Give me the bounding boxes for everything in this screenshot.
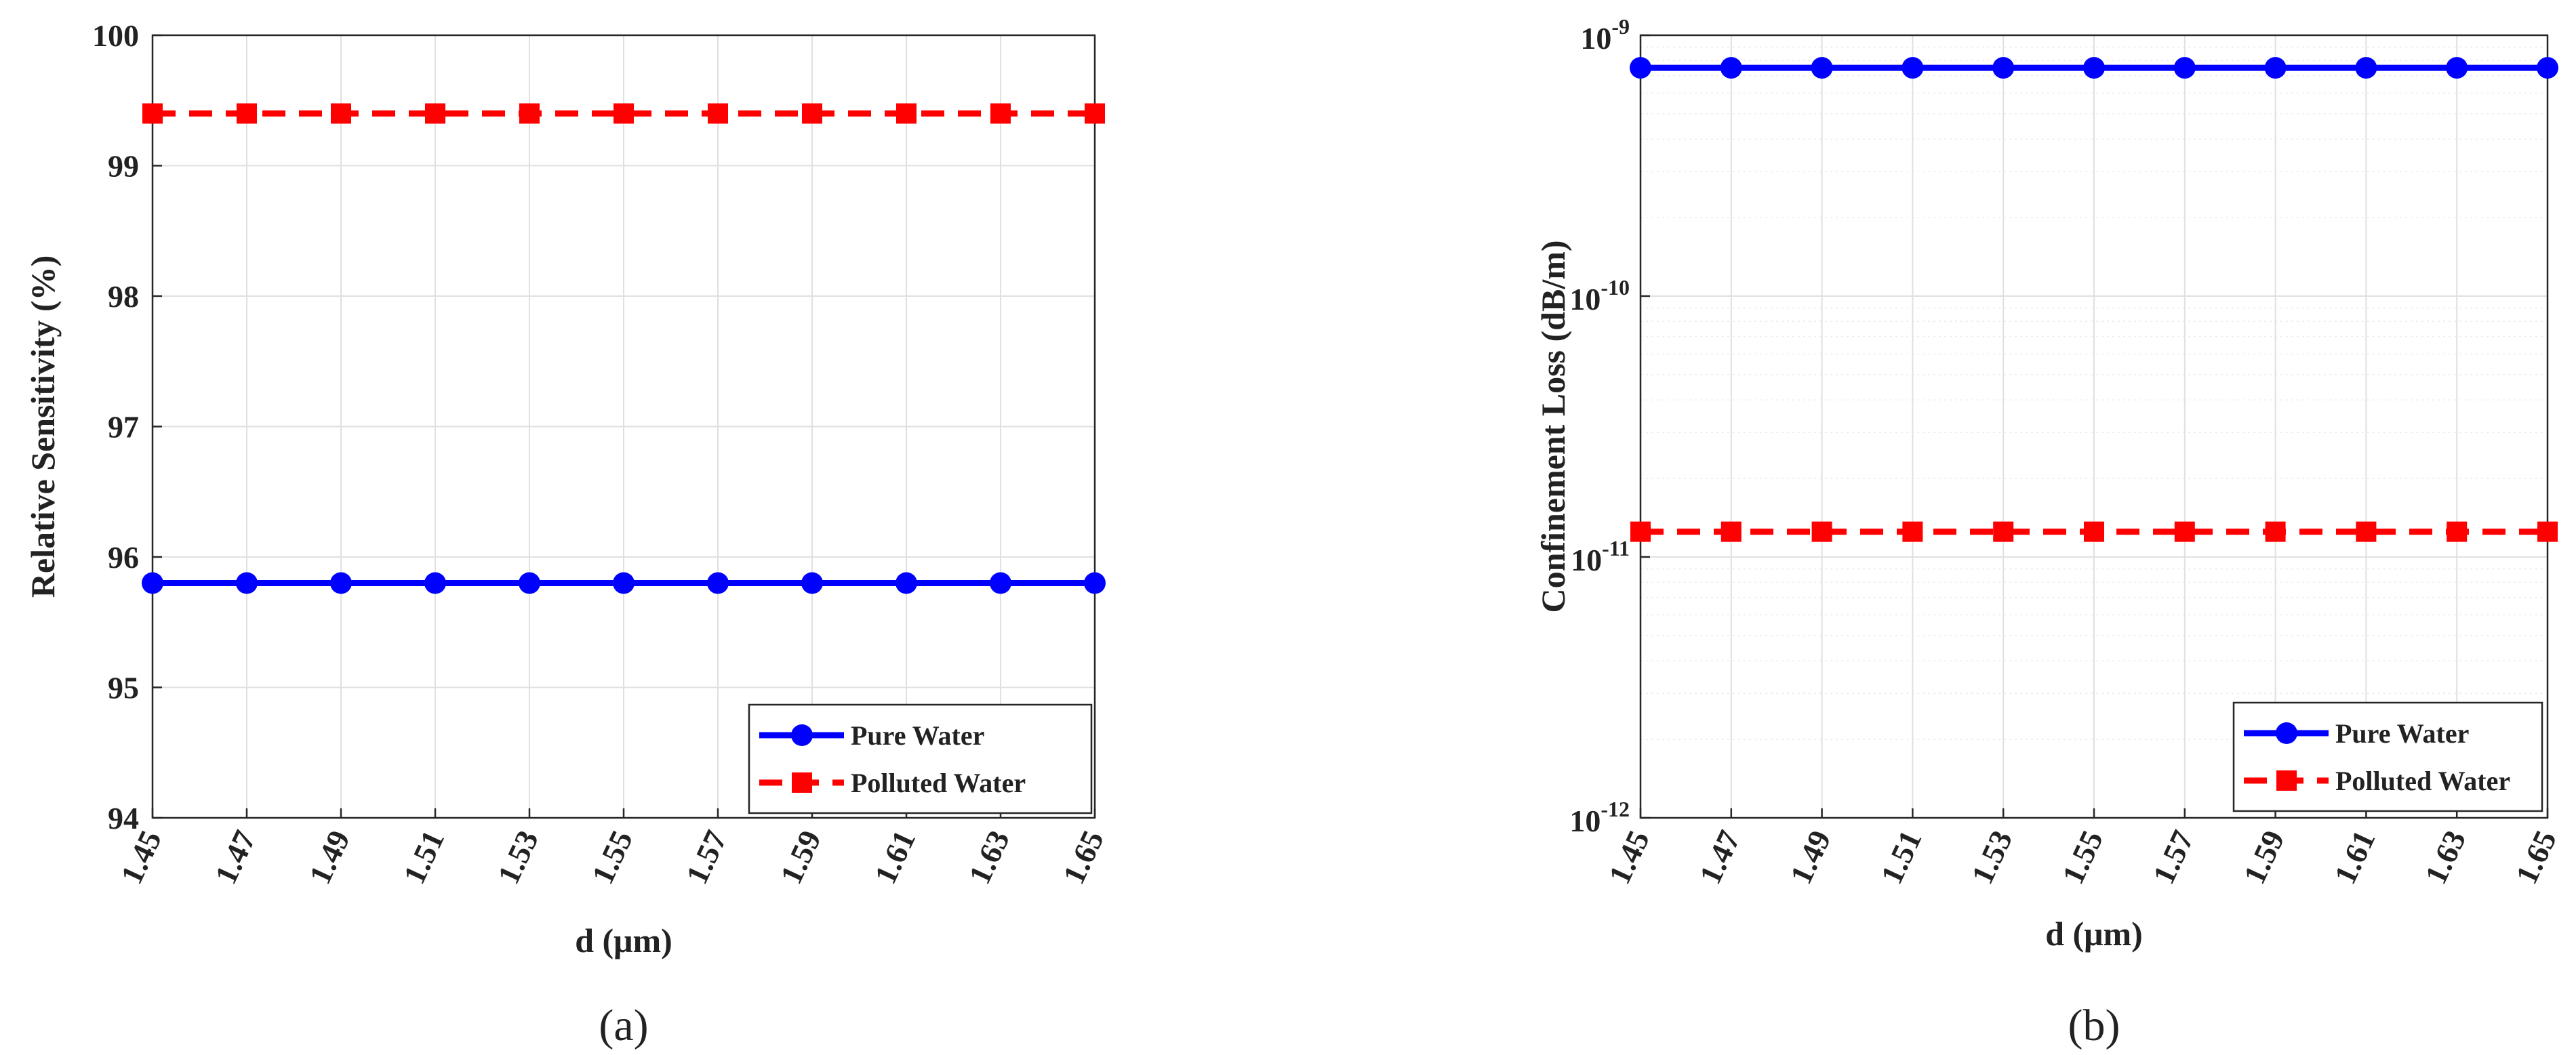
- legend-entry: Polluted Water: [2335, 766, 2510, 796]
- data-point: [1902, 521, 1923, 542]
- x-tick-label: 1.63: [962, 825, 1016, 890]
- data-point: [895, 572, 917, 594]
- x-tick-label: 1.61: [868, 825, 922, 890]
- legend-box: [748, 703, 1093, 814]
- data-point: [519, 572, 540, 594]
- x-tick-label: 1.55: [585, 825, 639, 890]
- data-point: [1720, 521, 1742, 542]
- data-point: [142, 103, 163, 124]
- data-point: [2173, 57, 2196, 79]
- data-point: [1901, 57, 1924, 79]
- data-point: [1993, 521, 2014, 542]
- legend-marker: [2276, 770, 2297, 791]
- y-axis-label: Relative Sensitivity (%): [24, 255, 62, 598]
- data-point: [2356, 521, 2377, 542]
- data-point: [1992, 57, 2015, 79]
- data-point: [613, 103, 634, 124]
- x-tick-label: 1.61: [2327, 825, 2381, 890]
- data-point: [142, 572, 163, 594]
- data-point: [2174, 521, 2195, 542]
- data-point: [801, 572, 823, 594]
- legend-box: [2232, 701, 2543, 812]
- y-tick-label: 96: [108, 540, 139, 575]
- data-point: [1084, 572, 1106, 594]
- x-tick-label: 1.49: [1783, 825, 1837, 890]
- x-tick-label: 1.55: [2055, 825, 2110, 890]
- data-point: [331, 103, 351, 124]
- data-point: [2265, 521, 2286, 542]
- data-point: [990, 103, 1011, 124]
- data-point: [2447, 521, 2468, 542]
- panel-label: (a): [599, 1001, 648, 1050]
- x-tick-label: 1.53: [491, 825, 545, 890]
- legend-marker: [2276, 722, 2297, 744]
- y-axis-label: Confinement Loss (dB/m): [1534, 240, 1572, 613]
- panel-b: 1.45 1.47 1.49 1.51 1.53 1.55 1.57 1.59 1.61 1.63…: [1534, 14, 2563, 1050]
- data-point: [2355, 57, 2377, 79]
- data-point: [990, 572, 1011, 594]
- x-tick-label: 1.57: [2146, 825, 2200, 890]
- x-tick-label: 1.65: [2509, 825, 2563, 890]
- data-point: [237, 103, 257, 124]
- panel-a: 1.45 1.47 1.49 1.51 1.53 1.55 1.57 1.59 1.61 1.63…: [24, 18, 1110, 1050]
- data-point: [330, 572, 352, 594]
- panel-label: (b): [2068, 1001, 2120, 1050]
- x-tick-label: 1.63: [2418, 825, 2472, 890]
- x-tick-label: 1.59: [773, 825, 828, 890]
- x-tick-label: 1.47: [1693, 825, 1747, 890]
- data-point: [1630, 57, 1651, 79]
- data-point: [708, 103, 728, 124]
- data-point: [236, 572, 258, 594]
- data-point: [519, 103, 540, 124]
- data-point: [1630, 521, 1651, 542]
- x-tick-label: 1.49: [302, 825, 357, 890]
- y-tick-label: 98: [108, 279, 139, 314]
- data-point: [424, 572, 446, 594]
- legend-entry: Pure Water: [851, 720, 984, 751]
- legend-marker: [791, 724, 813, 746]
- data-point: [802, 103, 822, 124]
- data-point: [2537, 57, 2558, 79]
- x-tick-label: 1.59: [2236, 825, 2291, 890]
- data-point: [2264, 57, 2287, 79]
- legend-entry: Polluted Water: [851, 768, 1026, 798]
- data-point: [1720, 57, 1742, 79]
- data-point: [425, 103, 445, 124]
- data-point: [2084, 521, 2104, 542]
- x-axis-label: d (μm): [2045, 915, 2143, 953]
- legend-marker: [792, 772, 812, 793]
- x-tick-label: 1.65: [1056, 825, 1110, 890]
- y-tick-label: 99: [108, 149, 139, 184]
- legend-entry: Pure Water: [2335, 718, 2469, 749]
- y-tick-label: 95: [108, 671, 139, 705]
- x-tick-label: 1.57: [679, 825, 733, 890]
- data-point: [1811, 57, 1833, 79]
- x-tick-label: 1.53: [1965, 825, 2019, 890]
- y-tick-label: 97: [108, 410, 139, 444]
- x-tick-label: 1.51: [397, 825, 451, 890]
- data-point: [2446, 57, 2468, 79]
- y-tick-label: 94: [108, 801, 139, 835]
- x-tick-label: 1.45: [1602, 825, 1656, 890]
- y-tick-label: 10-11: [1571, 536, 1630, 577]
- x-axis-label: d (μm): [575, 922, 672, 959]
- data-point: [2537, 521, 2558, 542]
- data-point: [613, 572, 635, 594]
- data-point: [2083, 57, 2105, 79]
- y-tick-label: 10-10: [1569, 275, 1630, 316]
- data-point: [896, 103, 917, 124]
- data-point: [1085, 103, 1105, 124]
- y-tick-label: 100: [92, 18, 139, 53]
- y-tick-label: 10-12: [1569, 797, 1630, 838]
- data-point: [707, 572, 729, 594]
- data-point: [1811, 521, 1832, 542]
- x-tick-label: 1.47: [208, 825, 262, 890]
- y-tick-label: 10-9: [1580, 14, 1630, 56]
- x-tick-label: 1.51: [1874, 825, 1928, 890]
